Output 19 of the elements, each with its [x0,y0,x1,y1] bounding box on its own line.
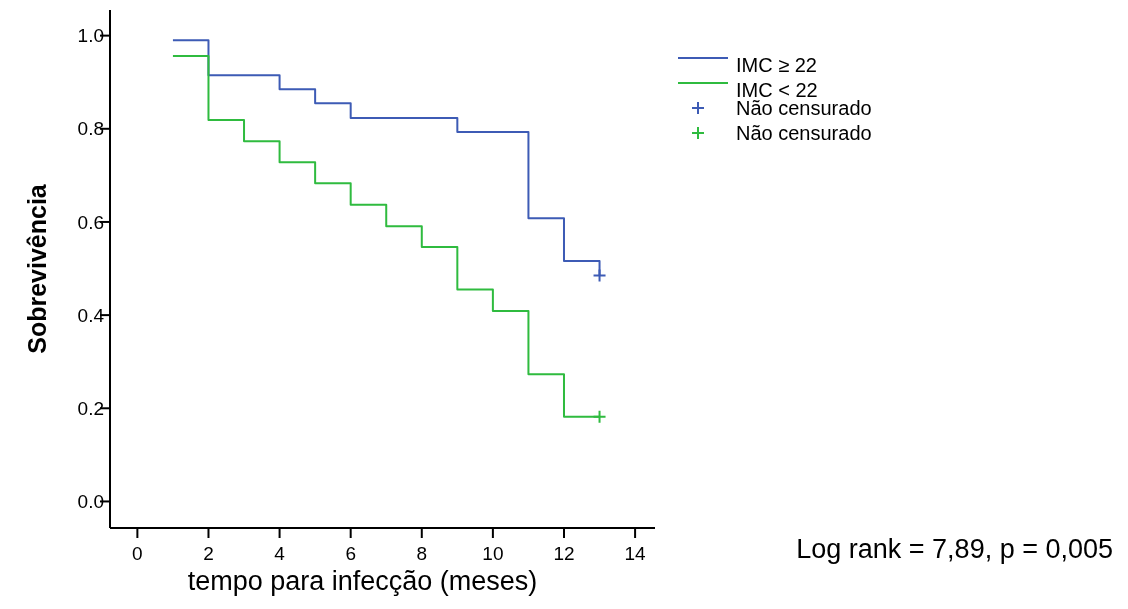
legend-label: IMC ≥ 22 [736,54,817,76]
y-axis-title: Sobrevivência [23,183,51,354]
y-tick-label: 0.8 [77,118,104,140]
x-tick-label: 10 [482,543,504,564]
y-tick-label: 0.6 [77,211,104,233]
x-axis-title: tempo para infecção (meses) [187,566,538,596]
y-tick-label: 0.2 [77,397,104,419]
x-tick-label: 8 [416,543,428,564]
x-tick-label: 14 [624,543,647,564]
y-tick-label: 1.0 [77,25,104,47]
x-tick-label: 6 [345,543,356,564]
x-tick-label: 4 [274,543,286,564]
legend-label: Não censurado [736,122,872,144]
y-tick-label: 0.0 [77,491,104,513]
text: Log rank = 7,89, p = 0,005 [796,534,1113,564]
x-tick-label: 2 [203,543,214,564]
x-tick-label: 0 [132,543,143,564]
x-tick-label: 12 [553,543,575,564]
y-tick-label: 0.4 [77,304,105,326]
